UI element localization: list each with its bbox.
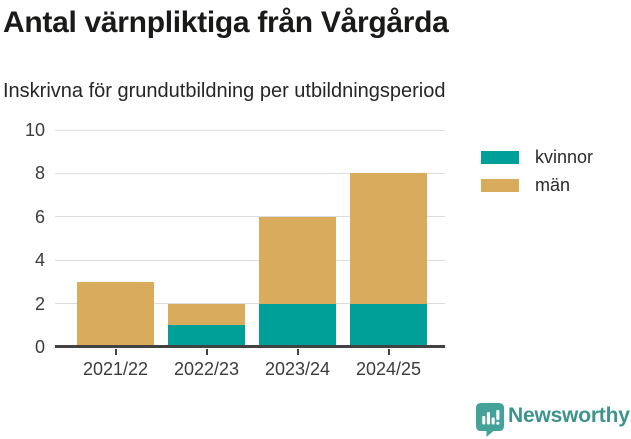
legend: kvinnor män <box>481 147 594 204</box>
x-tick-slot <box>343 349 434 355</box>
x-axis-labels: 2021/22 2022/23 2023/24 2024/25 <box>70 359 434 380</box>
legend-label-män: män <box>535 175 571 195</box>
bar-segment-2022/23-kvinnor <box>168 325 245 347</box>
gridline-4 <box>55 259 445 261</box>
bar-2022/23 <box>168 303 245 347</box>
x-axis-tick <box>296 349 299 355</box>
y-axis-label-0: 0 <box>34 337 45 357</box>
bar-segment-2024/25-kvinnor <box>350 303 427 347</box>
newsworthy-logo-icon <box>476 403 504 437</box>
chart-title: Antal värnpliktiga från Vårgårda <box>3 6 449 39</box>
legend-item-kvinnor: kvinnor <box>481 147 594 167</box>
bar-2024/25 <box>350 173 427 347</box>
y-axis-label-6: 6 <box>34 206 45 227</box>
y-axis-label-2: 2 <box>34 293 45 314</box>
bar-segment-2023/24-män <box>259 216 336 304</box>
chart-subtitle: Inskrivna för grundutbildning per utbild… <box>3 80 446 102</box>
x-axis-line <box>55 345 445 348</box>
x-tick-slot <box>70 349 161 355</box>
legend-swatch-män <box>481 179 519 192</box>
legend-label-kvinnor: kvinnor <box>535 147 594 167</box>
bar-segment-2024/25-män <box>350 173 427 304</box>
gridline-2 <box>55 303 445 305</box>
gridline-6 <box>55 216 445 218</box>
x-axis-label-2022/23: 2022/23 <box>173 359 240 379</box>
bar-2023/24 <box>259 216 336 347</box>
x-tick-slot <box>161 349 252 355</box>
y-axis-label-10: 10 <box>24 120 45 140</box>
brand-name: Newsworthy <box>508 404 630 427</box>
x-axis-tick <box>114 349 117 355</box>
x-axis-ticks <box>70 349 434 355</box>
x-axis-label-2024/25: 2024/25 <box>355 359 422 379</box>
x-axis-label-2021/22: 2021/22 <box>82 359 149 379</box>
bar-2021/22 <box>77 281 154 347</box>
x-axis-tick <box>205 349 208 355</box>
plot-area: 0 2 4 6 8 10 2021/22 2022/23 2023/24 2024/25 <box>25 121 445 379</box>
bar-segment-2022/23-män <box>168 303 245 326</box>
y-axis-label-8: 8 <box>34 163 45 184</box>
gridline-8 <box>55 172 445 174</box>
x-tick-slot <box>252 349 343 355</box>
brand-footer: Newsworthy <box>476 403 630 437</box>
bar-segment-2023/24-kvinnor <box>259 303 336 347</box>
legend-item-män: män <box>481 175 593 195</box>
legend-swatch-kvinnor <box>481 151 519 164</box>
gridline-10 <box>55 129 445 131</box>
y-axis-label-4: 4 <box>34 250 45 271</box>
x-axis-label-2023/24: 2023/24 <box>264 359 331 379</box>
x-axis-tick <box>387 349 390 355</box>
bars-container <box>70 130 434 347</box>
bar-segment-2021/22-män <box>77 281 154 347</box>
